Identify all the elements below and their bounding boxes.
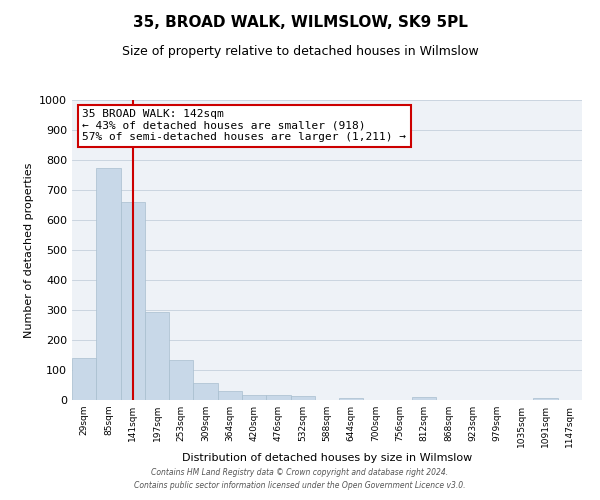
Bar xyxy=(412,397,436,400)
Bar xyxy=(339,398,364,400)
Y-axis label: Number of detached properties: Number of detached properties xyxy=(23,162,34,338)
Bar xyxy=(533,398,558,400)
Bar xyxy=(96,168,121,400)
Bar xyxy=(72,358,96,400)
Bar xyxy=(290,396,315,400)
Text: Contains HM Land Registry data © Crown copyright and database right 2024.
Contai: Contains HM Land Registry data © Crown c… xyxy=(134,468,466,490)
Text: Size of property relative to detached houses in Wilmslow: Size of property relative to detached ho… xyxy=(122,45,478,58)
X-axis label: Distribution of detached houses by size in Wilmslow: Distribution of detached houses by size … xyxy=(182,452,472,462)
Text: 35 BROAD WALK: 142sqm
← 43% of detached houses are smaller (918)
57% of semi-det: 35 BROAD WALK: 142sqm ← 43% of detached … xyxy=(82,109,406,142)
Bar xyxy=(218,391,242,400)
Text: 35, BROAD WALK, WILMSLOW, SK9 5PL: 35, BROAD WALK, WILMSLOW, SK9 5PL xyxy=(133,15,467,30)
Bar xyxy=(169,360,193,400)
Bar xyxy=(193,383,218,400)
Bar xyxy=(242,395,266,400)
Bar xyxy=(121,202,145,400)
Bar xyxy=(145,312,169,400)
Bar xyxy=(266,395,290,400)
